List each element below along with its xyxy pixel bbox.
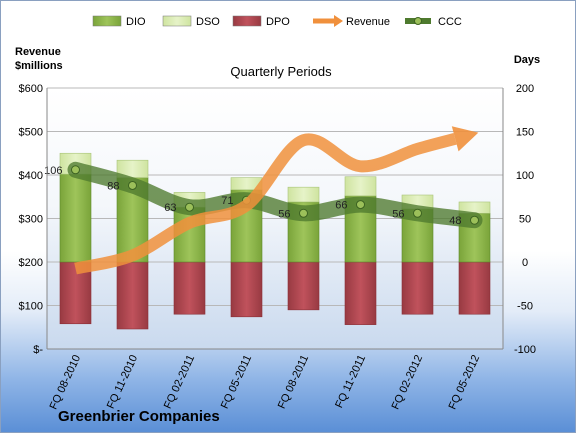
category-label: FQ 02-2012: [390, 353, 426, 411]
right-tick-label: 50: [519, 214, 531, 226]
right-tick-label: 150: [516, 127, 534, 139]
left-tick-label: $600: [19, 83, 43, 95]
bar-dso: [344, 176, 377, 197]
bar-dpo: [458, 261, 491, 315]
ccc-data-label: 71: [221, 195, 233, 207]
ccc-point: [299, 208, 308, 218]
ccc-point: [470, 215, 479, 225]
right-axis-title: Days: [514, 54, 540, 66]
left-tick-label: $200: [19, 257, 43, 269]
ccc-line: [67, 161, 483, 229]
right-tick-label: 0: [522, 257, 528, 269]
right-tick-label: -50: [517, 301, 533, 313]
bar-dpo: [287, 261, 320, 311]
left-axis-title-line2: $millions: [15, 60, 63, 72]
left-axis-title-line1: Revenue: [15, 46, 61, 58]
ccc-point: [356, 200, 365, 210]
ccc-data-label: 56: [392, 208, 404, 220]
legend-revenue-label: Revenue: [346, 16, 390, 28]
ccc-data-label: 88: [107, 180, 119, 192]
legend-dpo-swatch: [232, 15, 262, 27]
category-label: FQ 11-2010: [105, 353, 140, 411]
ccc-data-label: 63: [164, 202, 176, 214]
ccc-data-label: 66: [335, 200, 347, 212]
bar-dpo: [401, 261, 434, 315]
right-tick-label: 100: [516, 170, 534, 182]
category-label: FQ 05-2011: [219, 353, 254, 411]
legend-ccc-marker: [414, 17, 422, 25]
ccc-data-label: 106: [44, 165, 62, 177]
legend-dio-swatch: [92, 15, 122, 27]
category-label: FQ 11-2011: [333, 353, 368, 410]
ccc-point: [185, 202, 194, 212]
ccc-data-label: 56: [278, 208, 290, 220]
legend-dpo-label: DPO: [266, 16, 290, 28]
left-tick-label: $400: [19, 170, 43, 182]
legend-ccc-label: CCC: [438, 16, 462, 28]
category-label: FQ 08-2010: [48, 353, 84, 411]
titles: Quarterly Periods Revenue $millions Days…: [15, 46, 540, 425]
ccc-data-label: 48: [449, 215, 461, 227]
legend: DIO DSO DPO Revenue CCC: [92, 15, 462, 28]
bar-dpo: [116, 261, 149, 330]
revenue-line: [74, 126, 479, 275]
right-tick-label: -100: [514, 344, 536, 356]
revenue-series-line: [74, 133, 457, 275]
left-tick-label: $500: [19, 127, 43, 139]
category-label: FQ 02-2011: [162, 353, 197, 411]
company-name: Greenbrier Companies: [58, 408, 220, 425]
bar-dpo: [344, 261, 377, 325]
left-tick-label: $-: [33, 344, 43, 356]
left-tick-label: $100: [19, 301, 43, 313]
legend-dio-label: DIO: [126, 16, 146, 28]
legend-revenue-arrow: [334, 15, 343, 27]
category-label: FQ 08-2011: [276, 353, 311, 411]
data-labels: 106 88 63 71 56 66 56 48: [44, 165, 461, 227]
bar-dso: [287, 186, 320, 203]
legend-dso-label: DSO: [196, 16, 220, 28]
bar-dio: [59, 173, 92, 263]
ccc-point: [128, 180, 137, 190]
ccc-point: [71, 165, 80, 175]
revenue-arrowhead: [451, 126, 479, 152]
chart-title: Quarterly Periods: [230, 64, 332, 79]
bar-dpo: [230, 261, 263, 318]
bar-dpo: [173, 261, 206, 315]
right-tick-label: 200: [516, 83, 534, 95]
left-tick-label: $300: [19, 214, 43, 226]
category-label: FQ 05-2012: [447, 353, 483, 411]
legend-dso-swatch: [162, 15, 192, 27]
ccc-series-line: [67, 161, 483, 229]
ccc-point: [413, 208, 422, 218]
